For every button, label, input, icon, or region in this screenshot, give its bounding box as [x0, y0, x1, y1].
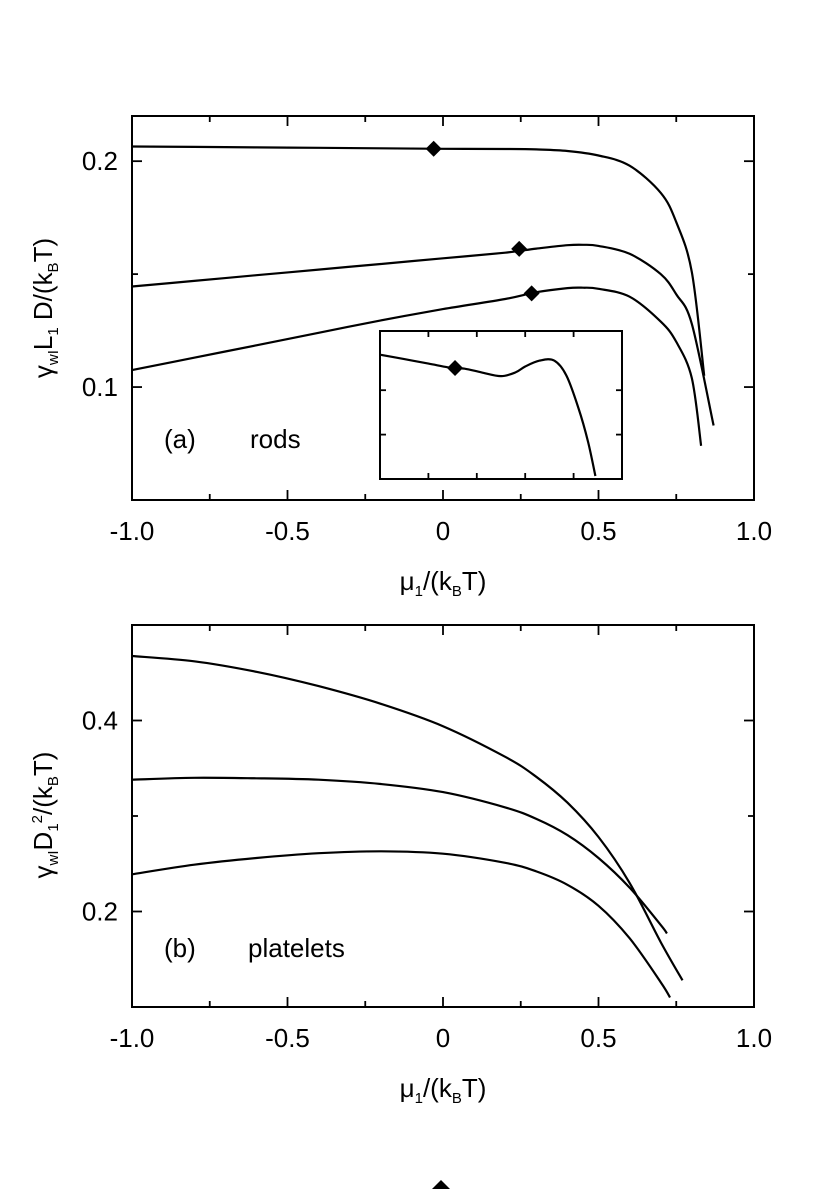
panel-a-label: (a): [164, 424, 196, 454]
inset-frame: [379, 330, 623, 480]
panel-b-y-tick-label: 0.4: [82, 706, 118, 736]
panel-a-diamond-marker-upper: [425, 140, 442, 157]
panel-b-label: (b): [164, 933, 196, 963]
panel-a-x-tick-label: -1.0: [110, 516, 155, 546]
panel-a-annotation: rods: [250, 424, 301, 454]
panel-b-platelets: -1.0 -0.5 0 0.5 1.0 0.2 0.4 (b) platelets μ1/…: [28, 624, 772, 1107]
panel-a-y-tick-label: 0.1: [82, 372, 118, 402]
panel-b-x-tick-label: 0.5: [580, 1023, 616, 1053]
panel-b-curve-middle: [131, 776, 668, 935]
panel-a-x-axis-label: μ1/(kBT): [400, 566, 487, 600]
panel-b-annotation: platelets: [248, 933, 345, 963]
panel-a-x-tick-label: 1.0: [736, 516, 772, 546]
panel-b-x-tick-label: -1.0: [110, 1023, 155, 1053]
inset-diamond-marker: [447, 360, 464, 376]
panel-a-rods: -1.0 -0.5 0 0.5 1.0 0.1 0.2 (a) rods μ1/(kBT)…: [28, 115, 772, 600]
panel-b-y-tick-label: 0.2: [82, 897, 118, 927]
panel-b-curve-upper: [131, 654, 684, 981]
inset-inset-curve: [379, 353, 597, 477]
panel-b-curve-lower: [131, 850, 671, 999]
panel-b-y-axis-label: γwID12/(kBT): [28, 752, 62, 879]
panel-a-inset: [379, 330, 623, 480]
panel-b-x-tick-label: 0: [436, 1023, 450, 1053]
panel-a-curve-upper: [131, 145, 706, 376]
panel-b-x-tick-label: 1.0: [736, 1023, 772, 1053]
panel-b-x-axis-label: μ1/(kBT): [400, 1073, 487, 1107]
panel-b-frame: [131, 624, 755, 1008]
panel-a-diamond-marker-middle: [511, 240, 528, 257]
panel-a-y-tick-label: 0.2: [82, 146, 118, 176]
panel-b-x-tick-label: -0.5: [265, 1023, 310, 1053]
panel-a-y-axis-label: γwIL1 D/(kBT): [28, 238, 62, 378]
panel-a-x-tick-label: 0.5: [580, 516, 616, 546]
panel-a-x-tick-label: -0.5: [265, 516, 310, 546]
panel-a-diamond-marker-lower: [523, 285, 540, 302]
panel-a-curve-middle: [131, 243, 715, 426]
panel-a-x-tick-label: 0: [436, 516, 450, 546]
diamond-fragment-icon: [432, 1180, 450, 1189]
panel-a-curve-lower: [131, 286, 703, 446]
